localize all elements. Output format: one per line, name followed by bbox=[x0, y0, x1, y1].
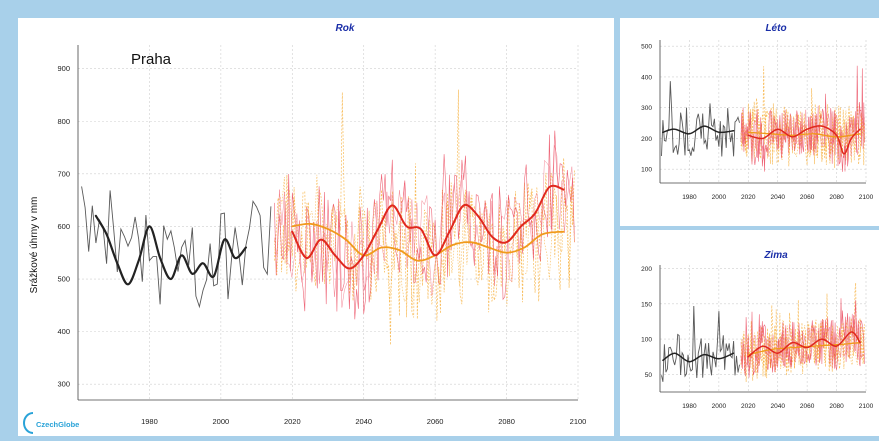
x-tick-label-rok-5: 2080 bbox=[498, 417, 515, 426]
panel-leto: Léto 1980 2000 2020 2040 2060 2080 2100 100 200 3… bbox=[620, 18, 879, 226]
model-red-ensemble-a-leto bbox=[740, 65, 865, 172]
czechglobe-logo: CzechGlobe bbox=[23, 412, 79, 434]
x-tick-label-zima-0: 1980 bbox=[682, 403, 697, 410]
y-tick-label-zima-3: 200 bbox=[641, 266, 652, 273]
x-tick-label-rok-2: 2020 bbox=[284, 417, 301, 426]
model-orange-smoothed-rok bbox=[291, 222, 565, 262]
model-red-ensemble-b-zima bbox=[740, 313, 865, 372]
y-tick-label-leto-0: 100 bbox=[641, 167, 652, 174]
model-red-smoothed-rok bbox=[291, 184, 565, 270]
logo-text: CzechGlobe bbox=[36, 420, 79, 429]
observed-smoothed-rok bbox=[94, 214, 247, 286]
y-tick-label-leto-3: 400 bbox=[641, 74, 652, 81]
observed-annual-series-zima bbox=[661, 305, 740, 382]
station-annotation: Praha bbox=[131, 51, 172, 68]
x-tick-label-leto-2: 2020 bbox=[741, 194, 756, 201]
y-tick-label-zima-2: 150 bbox=[641, 301, 652, 308]
model-red-ensemble-a-zima bbox=[740, 298, 865, 378]
x-tick-label-rok-1: 2000 bbox=[213, 417, 230, 426]
panel-zima-title: Zima bbox=[763, 250, 788, 261]
model-orange-smoothed-leto bbox=[747, 131, 861, 138]
x-tick-label-leto-3: 2040 bbox=[770, 194, 785, 201]
y-tick-label-zima-0: 50 bbox=[645, 372, 653, 379]
model-red-smoothed-zima bbox=[747, 331, 861, 358]
observed-smoothed-zima bbox=[662, 352, 735, 363]
y-tick-label-rok-0: 300 bbox=[57, 380, 70, 389]
y-tick-label-rok-5: 800 bbox=[57, 117, 70, 126]
x-tick-label-zima-3: 2040 bbox=[770, 403, 785, 410]
x-tick-label-rok-6: 2100 bbox=[570, 417, 587, 426]
x-tick-label-leto-4: 2060 bbox=[800, 194, 815, 201]
y-tick-label-leto-2: 300 bbox=[641, 105, 652, 112]
x-tick-label-rok-0: 1980 bbox=[141, 417, 158, 426]
model-red-smoothed-leto bbox=[747, 125, 861, 155]
x-tick-label-zima-2: 2020 bbox=[741, 403, 756, 410]
panel-leto-title: Léto bbox=[765, 23, 786, 34]
x-tick-label-rok-4: 2060 bbox=[427, 417, 444, 426]
model-red-ensemble-b-rok bbox=[274, 144, 575, 308]
y-tick-label-rok-1: 400 bbox=[57, 327, 70, 336]
y-tick-label-rok-3: 600 bbox=[57, 222, 70, 231]
panel-zima: Zima 1980 2000 2020 2040 2060 2080 2100 50 100 15… bbox=[620, 230, 879, 436]
model-orange-ensemble-a-zima bbox=[740, 282, 865, 383]
y-tick-label-rok-2: 500 bbox=[57, 275, 70, 284]
panel-rok-background bbox=[18, 18, 614, 436]
x-tick-label-zima-5: 2080 bbox=[829, 403, 844, 410]
y-axis-label: Srážkové úhrny v mm bbox=[29, 197, 40, 294]
x-tick-label-leto-1: 2000 bbox=[712, 194, 727, 201]
x-tick-label-leto-0: 1980 bbox=[682, 194, 697, 201]
x-tick-label-zima-6: 2100 bbox=[859, 403, 874, 410]
panel-rok-title: Rok bbox=[336, 23, 355, 34]
y-tick-label-rok-4: 700 bbox=[57, 169, 70, 178]
logo-arc-icon bbox=[23, 412, 34, 434]
panel-rok: Rok Praha Srážkové úhrny v mm CzechGlobe… bbox=[18, 18, 614, 436]
y-tick-label-zima-1: 100 bbox=[641, 337, 652, 344]
y-tick-label-rok-6: 900 bbox=[57, 64, 70, 73]
x-tick-label-zima-1: 2000 bbox=[712, 403, 727, 410]
y-tick-label-leto-4: 500 bbox=[641, 44, 652, 51]
model-red-ensemble-b-leto bbox=[740, 105, 865, 172]
observed-annual-series-leto bbox=[661, 81, 740, 157]
x-tick-label-leto-5: 2080 bbox=[829, 194, 844, 201]
observed-smoothed-leto bbox=[662, 125, 735, 135]
x-tick-label-rok-3: 2040 bbox=[355, 417, 372, 426]
model-red-ensemble-a-rok bbox=[274, 130, 575, 320]
panel-zima-background bbox=[620, 230, 879, 436]
y-tick-label-leto-1: 200 bbox=[641, 136, 652, 143]
x-tick-label-leto-6: 2100 bbox=[859, 194, 874, 201]
x-tick-label-zima-4: 2060 bbox=[800, 403, 815, 410]
